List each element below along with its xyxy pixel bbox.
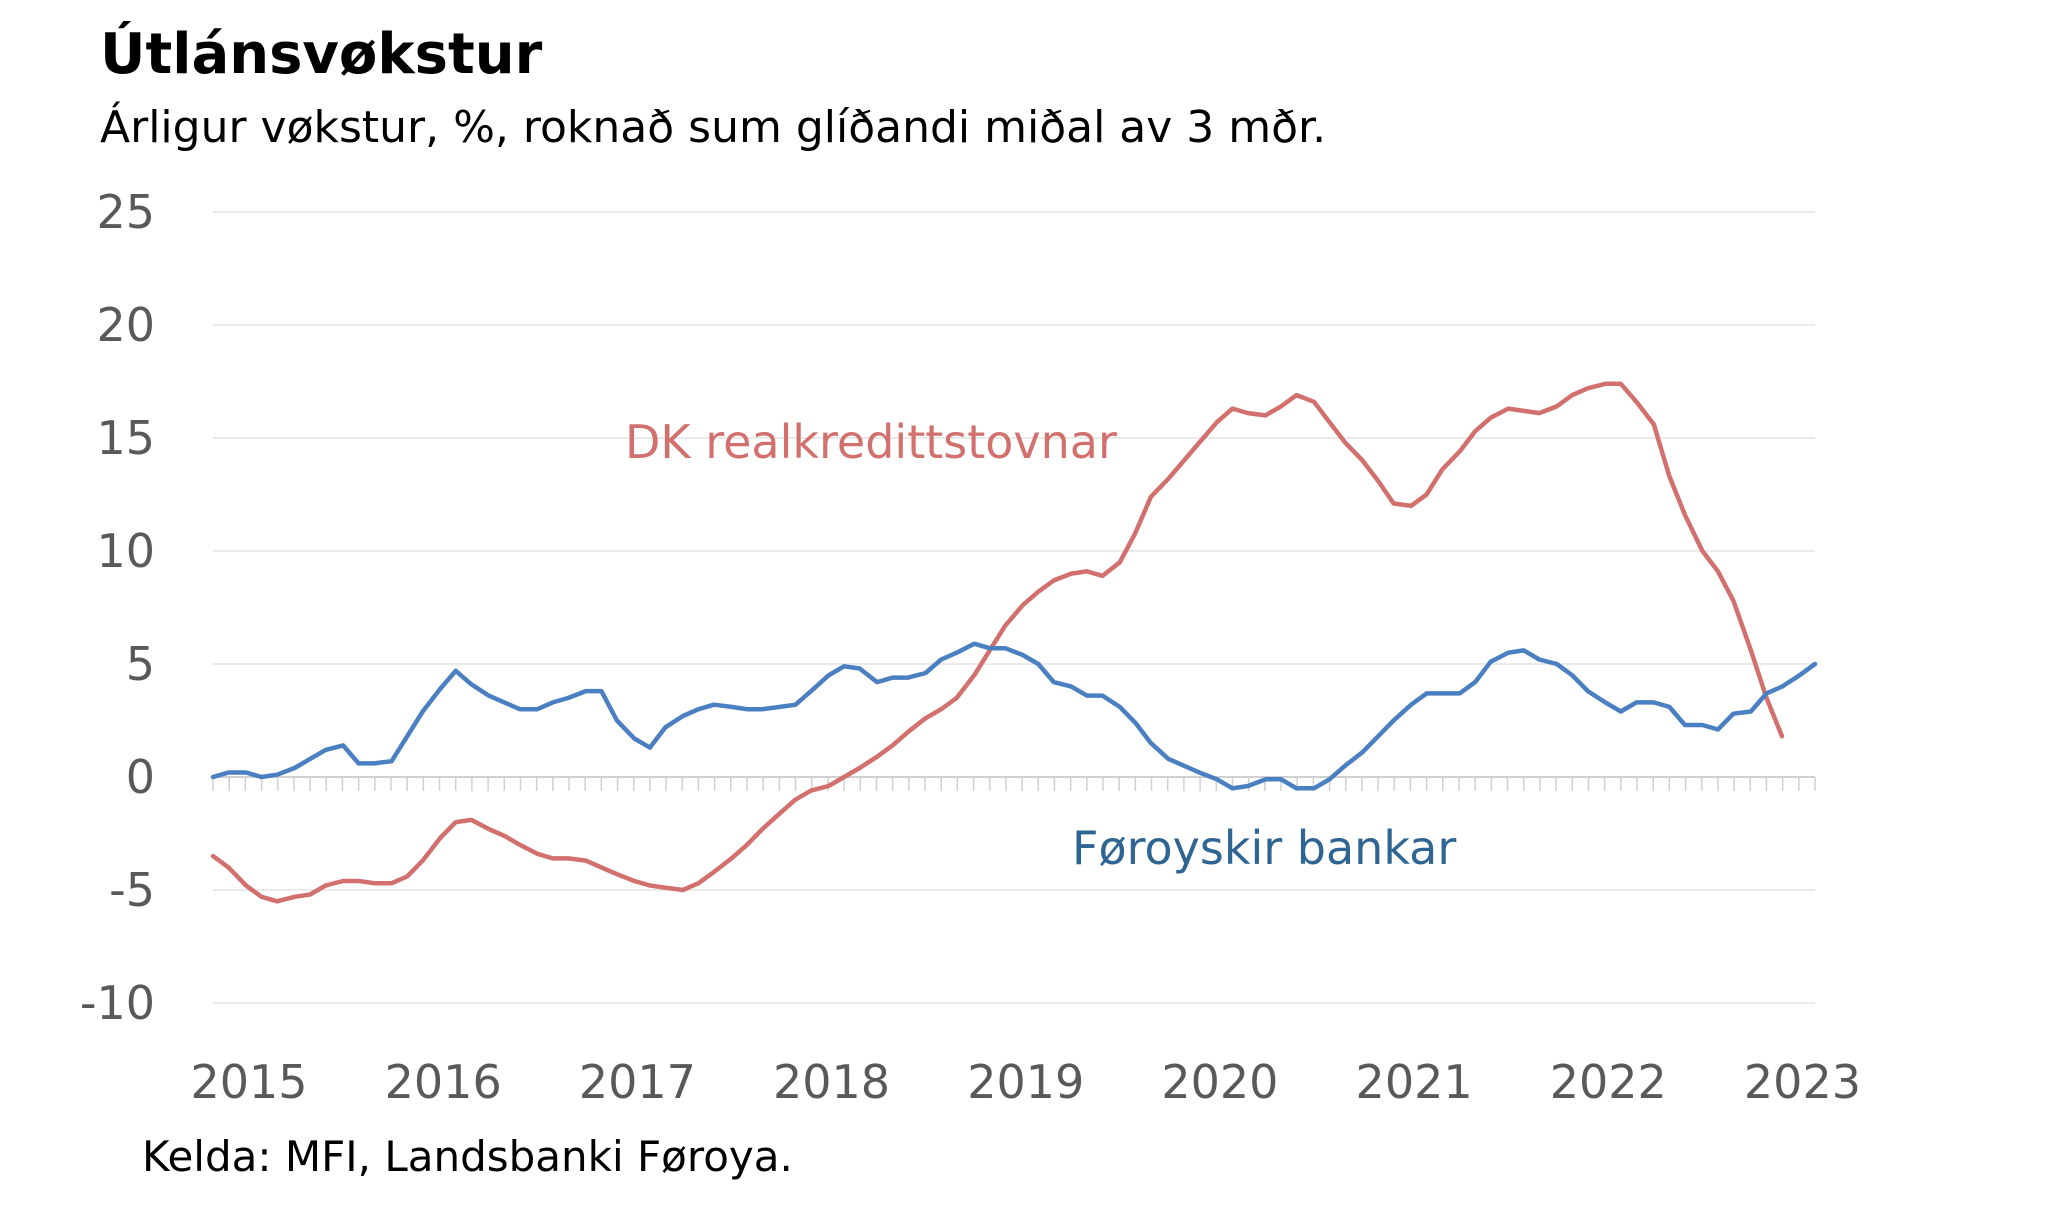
y-tick-label: 5 (126, 637, 155, 691)
y-tick-label: 20 (96, 298, 155, 352)
y-tick-label: 10 (96, 524, 155, 578)
y-tick-label: 25 (96, 185, 155, 239)
series-line-dk-realkredittstovnar (210, 381, 1785, 904)
series-label-foroyskir-bankar: Føroyskir bankar (1072, 821, 1456, 875)
x-tick-label: 2020 (1161, 1055, 1278, 1109)
y-tick-label: 15 (96, 411, 155, 465)
x-tick-label: 2022 (1550, 1055, 1667, 1109)
x-axis (212, 776, 1816, 791)
x-tick-label: 2019 (967, 1055, 1084, 1109)
x-tick-label: 2021 (1356, 1055, 1473, 1109)
x-tick-label: 2023 (1744, 1055, 1861, 1109)
y-tick-label: 0 (126, 750, 155, 804)
series-lines (210, 381, 1818, 904)
chart-title: Útlánsvøkstur (100, 22, 543, 87)
chart-source-note: Kelda: MFI, Landsbanki Føroya. (142, 1132, 793, 1181)
x-tick-label: 2015 (190, 1055, 307, 1109)
series-line-foroyskir-bankar (210, 641, 1818, 791)
chart-subtitle: Árligur vøkstur, %, roknað sum glíðandi … (100, 102, 1327, 153)
x-axis-tick-labels: 2015 2016 2017 2018 2019 2020 2021 2022 2023 (190, 1055, 1861, 1109)
y-tick-label: -5 (109, 863, 155, 917)
y-axis-tick-labels: 25 20 15 10 5 0 -5 -10 (80, 185, 155, 1030)
gridlines (213, 211, 1815, 1004)
x-tick-label: 2017 (579, 1055, 696, 1109)
y-tick-label: -10 (80, 976, 155, 1030)
x-tick-label: 2016 (385, 1055, 502, 1109)
series-label-dk-realkredittstovnar: DK realkredittstovnar (625, 415, 1117, 469)
x-tick-label: 2018 (773, 1055, 890, 1109)
